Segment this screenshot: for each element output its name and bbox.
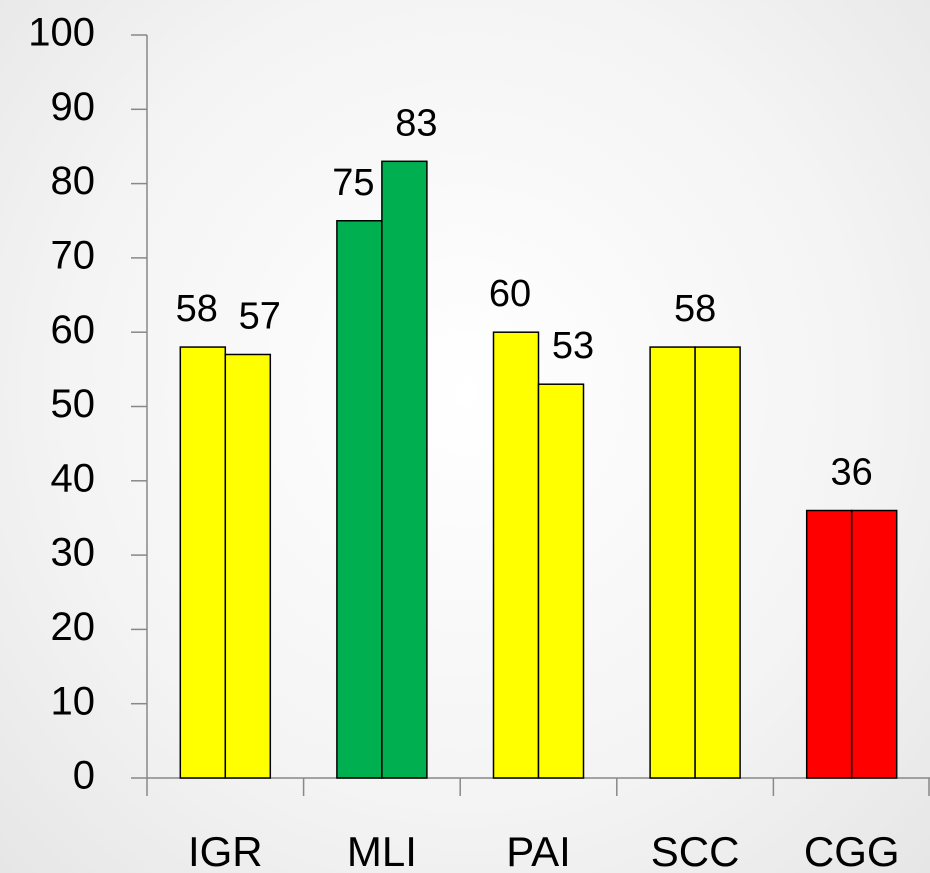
- bar: [649, 346, 696, 779]
- data-label: 75: [332, 162, 374, 204]
- y-tick-label: 70: [51, 233, 96, 277]
- data-label: 57: [239, 296, 281, 338]
- x-tick-label: PAI: [506, 828, 571, 873]
- data-label: 53: [552, 325, 594, 367]
- y-tick-label: 10: [51, 679, 96, 723]
- bar: [179, 346, 227, 779]
- x-tick-label: CGG: [804, 828, 900, 873]
- bar: [492, 331, 540, 779]
- data-label: 60: [489, 273, 531, 315]
- data-label: 58: [176, 288, 218, 330]
- data-label: 36: [831, 452, 873, 494]
- y-tick-label: 60: [51, 308, 96, 352]
- bar: [537, 383, 585, 779]
- y-tick-label: 30: [51, 531, 96, 575]
- x-tick-label: IGR: [188, 828, 263, 873]
- y-tick-label: 20: [51, 605, 96, 649]
- bar: [850, 509, 898, 779]
- y-tick-label: 0: [73, 754, 95, 798]
- x-tick-label: MLI: [347, 828, 417, 873]
- bar: [805, 509, 853, 779]
- data-label: 83: [395, 102, 437, 144]
- x-tick-label: SCC: [651, 828, 740, 873]
- y-tick-label: 40: [51, 456, 96, 500]
- y-tick-label: 50: [51, 382, 96, 426]
- y-tick-label: 80: [51, 159, 96, 203]
- bar: [694, 346, 741, 779]
- y-tick-label: 100: [28, 11, 95, 55]
- bar: [336, 220, 383, 779]
- data-label: 58: [674, 288, 716, 330]
- bar: [381, 160, 428, 779]
- y-tick-label: 90: [51, 85, 96, 129]
- bar: [224, 353, 272, 779]
